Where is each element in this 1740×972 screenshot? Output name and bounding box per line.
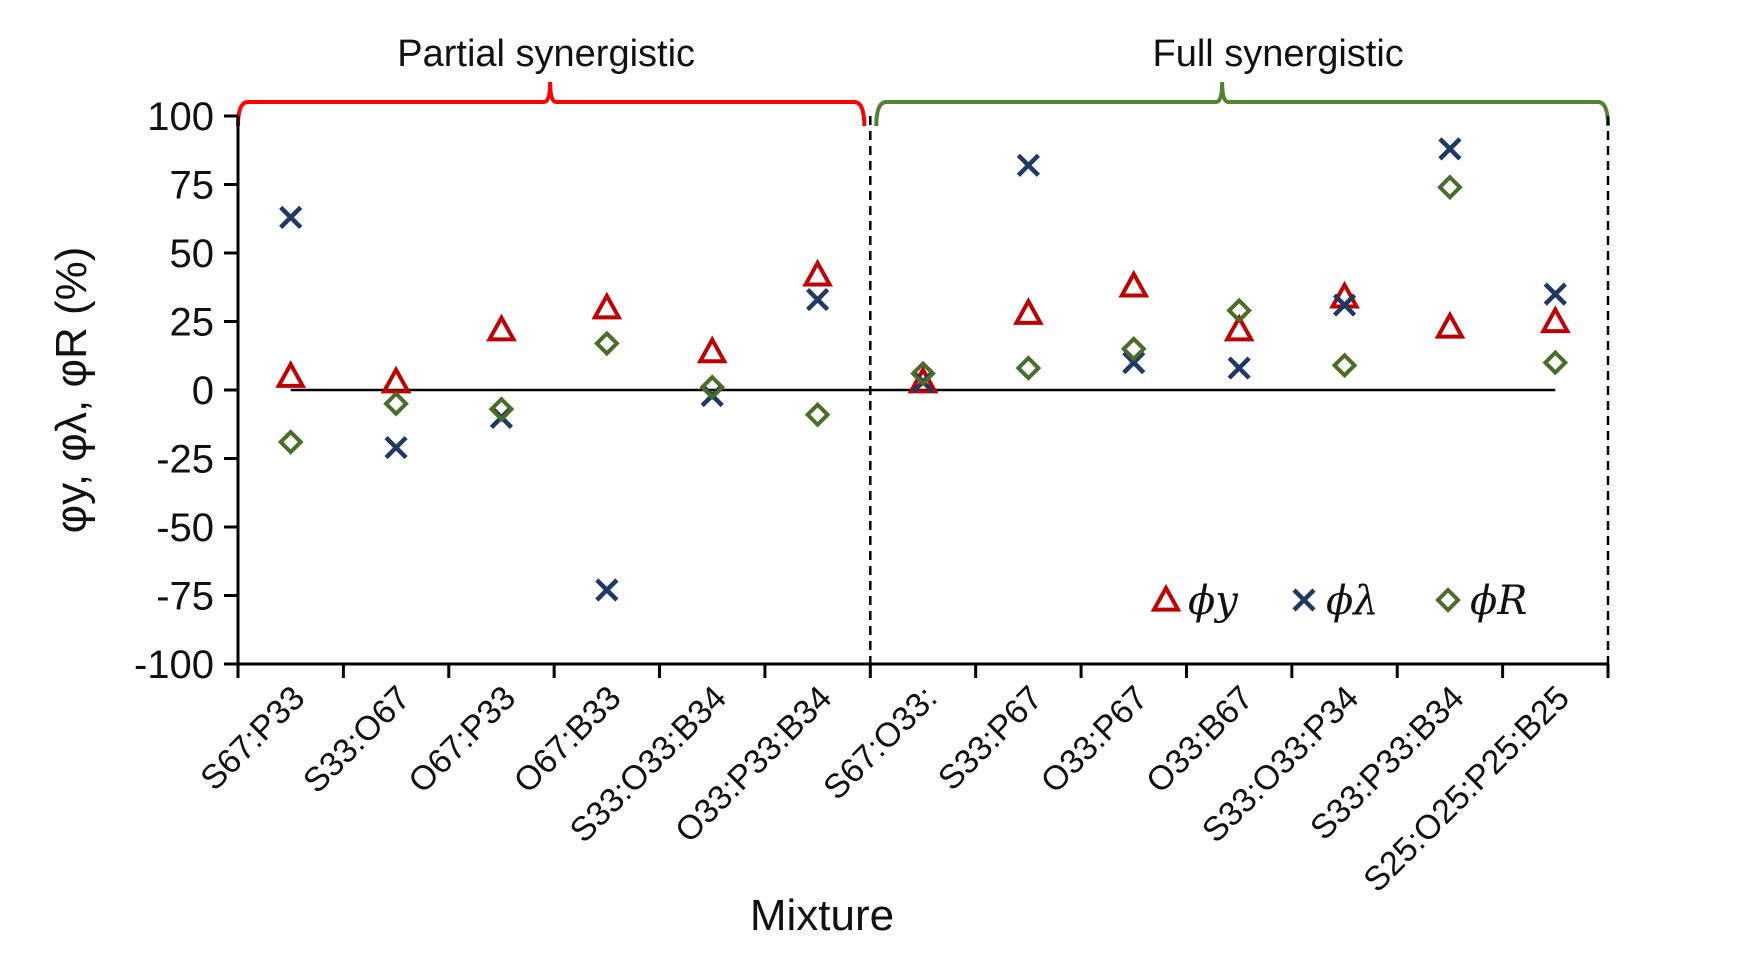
phi-r-point	[699, 374, 726, 401]
phi-y-point	[486, 313, 517, 342]
y-tick-label: -50	[156, 506, 214, 550]
x-tick-label: O33:P67	[1034, 679, 1156, 801]
legend-phi-lambda-label: ϕλ	[1326, 578, 1379, 624]
y-tick-label: 25	[170, 301, 215, 345]
phi-lambda-point	[1122, 351, 1146, 375]
x-tick-label: S33:O67	[296, 679, 418, 801]
y-tick-label: -100	[134, 643, 214, 687]
phi-r-point	[383, 390, 409, 417]
y-tick-label: -25	[156, 438, 214, 482]
y-tick-label: 0	[192, 369, 214, 413]
data-marks	[275, 137, 1571, 602]
phi-y-point	[1118, 269, 1150, 298]
phi-lambda-point	[595, 578, 619, 602]
y-tick-label: 75	[170, 164, 215, 208]
x-tick-label: S33:P67	[931, 679, 1050, 798]
phi-y-point	[907, 365, 939, 394]
phi-lambda-point	[1543, 282, 1567, 306]
phi-y-point	[1539, 305, 1571, 334]
phi-r-point	[488, 396, 515, 423]
x-tick-label: S67:P33	[193, 679, 312, 798]
phi-lambda-point	[1227, 356, 1251, 380]
phi-r-point	[1015, 355, 1042, 381]
phi-r-point	[910, 360, 936, 387]
phi-r-point	[804, 401, 831, 428]
phi-r-point	[1542, 349, 1569, 376]
phi-r-point	[1120, 336, 1147, 362]
group-brackets: Partial synergistic Full synergistic	[236, 33, 1610, 127]
phi-lambda-point	[1438, 137, 1462, 161]
phi-r-point	[277, 429, 304, 455]
x-tick-label: S25:O25:P25:B25	[1356, 679, 1577, 900]
x-tick-label: O67:P33	[401, 679, 523, 801]
phi-y-point	[591, 291, 623, 320]
y-ticks: 100 75 50 25 0 -25 -50 -75 -100	[134, 95, 238, 687]
x-axis-title: Mixture	[750, 891, 894, 940]
legend-phi-y-label: ϕy	[1188, 578, 1239, 624]
phi-lambda-point	[1016, 153, 1040, 177]
phi-lambda-point	[1332, 293, 1357, 317]
y-tick-label: -75	[156, 575, 214, 619]
group-bracket	[874, 81, 1610, 127]
group-label: Partial synergistic	[397, 33, 695, 75]
phi-y-point	[275, 360, 307, 388]
phi-y-point	[380, 365, 412, 394]
legend-phi-r-label: ϕR	[1470, 578, 1527, 624]
group-label: Full synergistic	[1153, 33, 1404, 75]
y-axis-title: φy, φλ, φR (%)	[47, 247, 96, 534]
y-tick-label: 100	[147, 95, 214, 139]
phi-r-point	[1437, 174, 1463, 201]
phi-y-point	[1223, 313, 1255, 342]
y-tick-label: 50	[170, 232, 215, 276]
phi-y-point	[696, 335, 728, 364]
x-ticks: S67:P33S33:O67O67:P33O67:B33S33:O33:B34O…	[193, 664, 1610, 900]
legend-phi-y-marker	[1150, 583, 1182, 612]
phi-r-point	[1226, 297, 1252, 324]
phi-y-point	[1434, 310, 1466, 339]
legend-phi-r-marker	[1435, 587, 1461, 613]
phi-lambda-point	[279, 205, 303, 229]
legend-phi-lambda-marker	[1292, 588, 1316, 612]
phi-y-point	[1012, 297, 1044, 325]
phi-y-point	[802, 258, 834, 287]
x-tick-label: S67:O33:	[816, 679, 944, 807]
phi-lambda-point	[806, 287, 830, 312]
legend: ϕy ϕλ ϕR	[1150, 578, 1527, 624]
phi-r-point	[1331, 352, 1358, 379]
phi-lambda-point	[384, 435, 408, 460]
phi-r-point	[594, 330, 620, 357]
group-bracket	[236, 81, 867, 127]
